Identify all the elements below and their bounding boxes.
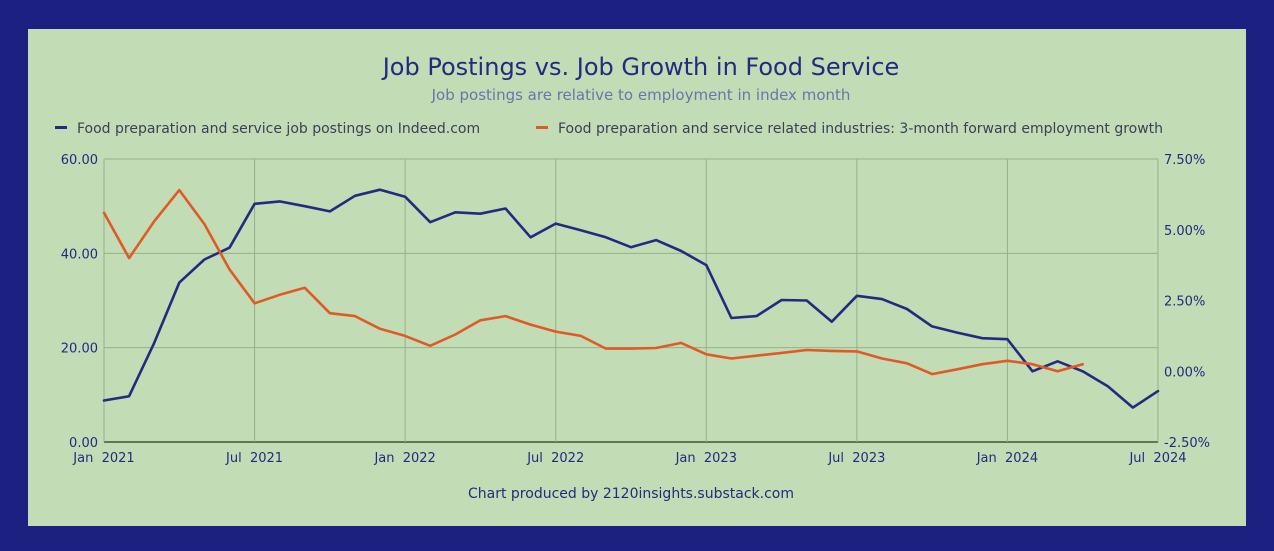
chart-title: Job Postings vs. Job Growth in Food Serv… [381, 53, 900, 81]
series-line-0 [102, 188, 1160, 409]
left-tick-label: 60.00 [61, 153, 98, 168]
legend-label-growth[interactable]: Food preparation and service related ind… [558, 121, 1163, 137]
legend: Food preparation and service job posting… [55, 121, 1163, 137]
chart-subtitle: Job postings are relative to employment … [431, 86, 851, 104]
series-line-1 [102, 188, 1084, 376]
right-tick-label: 7.50% [1164, 153, 1205, 168]
chart-panel: Job Postings vs. Job Growth in Food Serv… [28, 29, 1246, 526]
left-tick-label: 20.00 [61, 342, 98, 357]
x-tick-label: Jan 2022 [373, 451, 435, 466]
x-tick-label: Jul 2022 [526, 451, 584, 466]
right-tick-label: 2.50% [1164, 295, 1205, 310]
right-tick-label: 5.00% [1164, 224, 1205, 239]
x-tick-label: Jul 2024 [1128, 451, 1186, 466]
x-tick-label: Jan 2024 [976, 451, 1038, 466]
chart-footer: Chart produced by 2120insights.substack.… [468, 486, 794, 502]
right-tick-label: 0.00% [1164, 365, 1205, 380]
x-tick-label: Jan 2021 [72, 451, 134, 466]
legend-label-postings[interactable]: Food preparation and service job posting… [77, 121, 480, 137]
line-chart: Job Postings vs. Job Growth in Food Serv… [55, 53, 1210, 502]
series-lines [102, 188, 1160, 409]
right-tick-label: -2.50% [1164, 436, 1210, 451]
x-tick-label: Jul 2023 [827, 451, 885, 466]
x-tick-label: Jan 2023 [675, 451, 737, 466]
legend-swatch-postings [55, 126, 67, 129]
left-tick-label: 40.00 [61, 247, 98, 262]
x-tick-label: Jul 2021 [225, 451, 283, 466]
left-tick-label: 0.00 [69, 436, 98, 451]
legend-swatch-growth [536, 126, 548, 129]
axis-ticks: 0.00 20.00 40.00 60.00 -2.50% 0.00% 2.50% 5.00%… [61, 153, 1210, 466]
